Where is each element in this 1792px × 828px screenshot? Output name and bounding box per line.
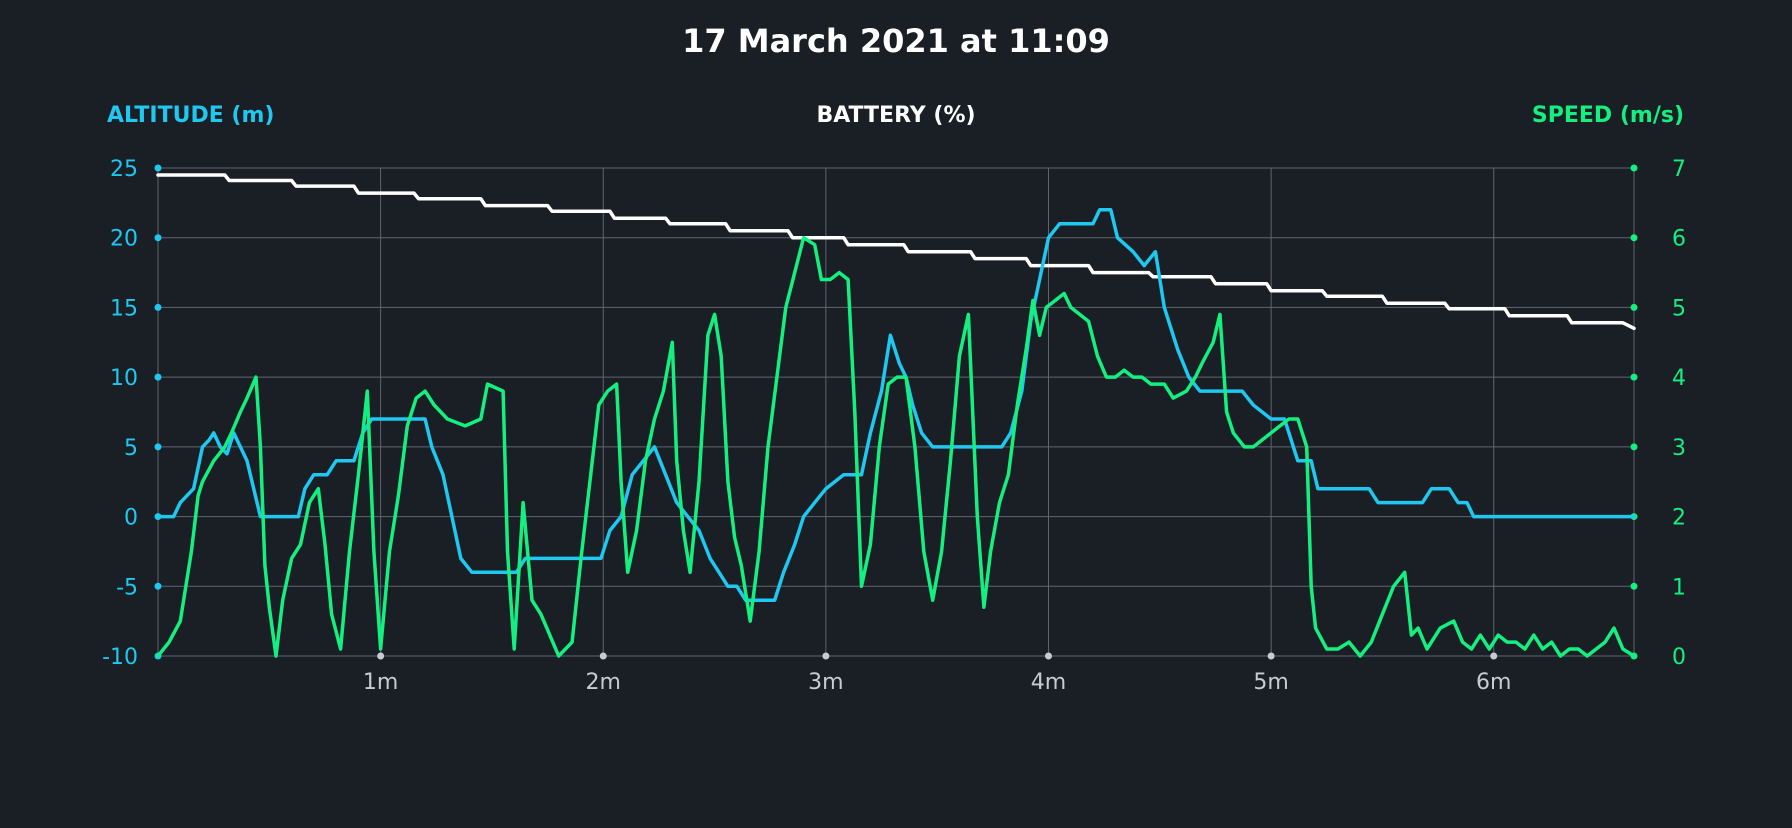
time-tick-dot bbox=[1267, 652, 1275, 660]
altitude-tick-label: 25 bbox=[110, 157, 138, 182]
speed-tick-dot bbox=[1630, 582, 1638, 590]
speed-tick-dot bbox=[1630, 443, 1638, 451]
time-tick-label: 5m bbox=[1253, 670, 1288, 695]
time-tick-label: 2m bbox=[586, 670, 621, 695]
time-tick-label: 6m bbox=[1476, 670, 1511, 695]
altitude-tick-dot bbox=[154, 582, 162, 590]
speed-tick-label: 0 bbox=[1672, 645, 1686, 670]
series-lines bbox=[156, 173, 1636, 658]
time-tick-dot bbox=[599, 652, 607, 660]
speed-line bbox=[156, 235, 1636, 658]
grid bbox=[157, 167, 1635, 657]
time-tick-label: 1m bbox=[363, 670, 398, 695]
time-tick-dot bbox=[1044, 652, 1052, 660]
speed-tick-label: 2 bbox=[1672, 506, 1686, 531]
altitude-tick-dot bbox=[154, 234, 162, 242]
battery-line bbox=[156, 173, 1636, 331]
time-tick-dot bbox=[822, 652, 830, 660]
altitude-tick-label: -5 bbox=[116, 575, 138, 600]
time-tick-dot bbox=[377, 652, 385, 660]
speed-tick-dot bbox=[1630, 234, 1638, 242]
speed-tick-label: 5 bbox=[1672, 296, 1686, 321]
speed-tick-label: 7 bbox=[1672, 157, 1686, 182]
altitude-axis-title: ALTITUDE (m) bbox=[107, 103, 274, 128]
altitude-tick-dot bbox=[154, 164, 162, 172]
speed-axis-title: SPEED (m/s) bbox=[1532, 103, 1684, 128]
speed-tick-label: 4 bbox=[1672, 366, 1686, 391]
altitude-line bbox=[156, 208, 1636, 602]
altitude-tick-label: 0 bbox=[124, 506, 138, 531]
altitude-tick-label: -10 bbox=[102, 645, 138, 670]
speed-tick-dot bbox=[1630, 373, 1638, 381]
time-tick-label: 4m bbox=[1031, 670, 1066, 695]
speed-tick-label: 3 bbox=[1672, 436, 1686, 461]
chart-title: 17 March 2021 at 11:09 bbox=[682, 22, 1110, 60]
battery-axis-title: BATTERY (%) bbox=[816, 103, 975, 128]
altitude-tick-dot bbox=[154, 303, 162, 311]
altitude-tick-label: 10 bbox=[110, 366, 138, 391]
altitude-tick-dot bbox=[154, 373, 162, 381]
time-tick-dot bbox=[1490, 652, 1498, 660]
altitude-tick-dot bbox=[154, 443, 162, 451]
altitude-tick-label: 15 bbox=[110, 296, 138, 321]
speed-tick-label: 6 bbox=[1672, 227, 1686, 252]
speed-tick-dot bbox=[1630, 164, 1638, 172]
time-tick-label: 3m bbox=[808, 670, 843, 695]
speed-tick-dot bbox=[1630, 303, 1638, 311]
altitude-tick-label: 20 bbox=[110, 227, 138, 252]
speed-tick-label: 1 bbox=[1672, 575, 1686, 600]
altitude-tick-label: 5 bbox=[124, 436, 138, 461]
